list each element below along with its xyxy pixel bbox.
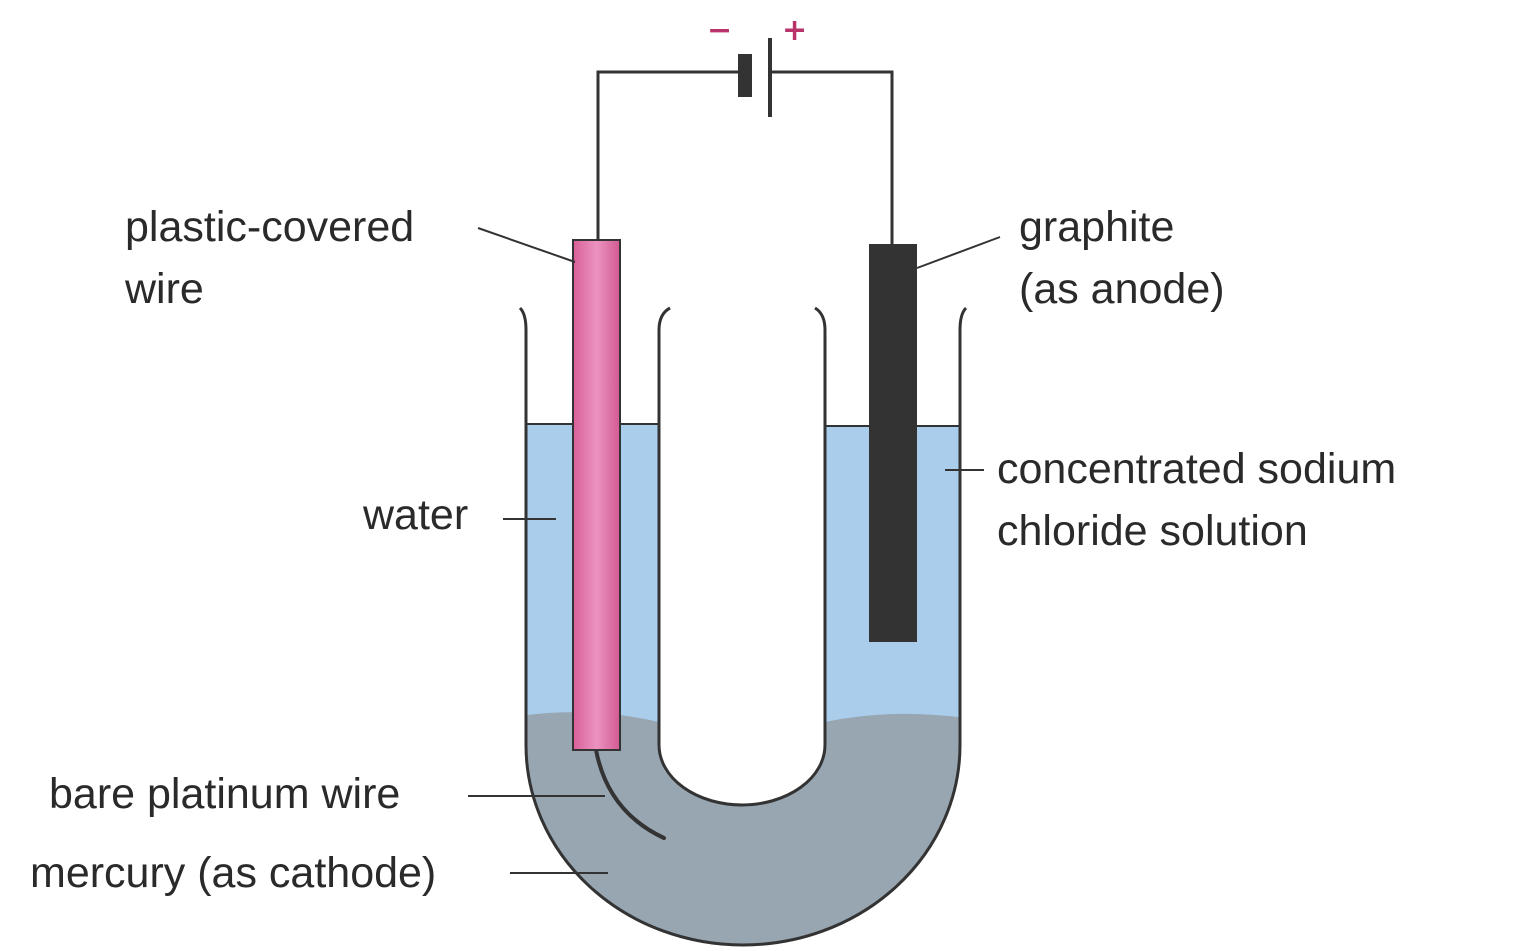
label-graphite-line1: graphite xyxy=(1019,203,1175,251)
leader-plastic-wire xyxy=(477,227,576,263)
graphite-anode xyxy=(869,244,917,642)
circuit-wire-right xyxy=(771,70,894,244)
label-graphite: graphite (as anode) xyxy=(1019,196,1225,320)
plastic-covered-wire xyxy=(572,239,621,751)
mercury-fill xyxy=(526,712,960,945)
u-tube-inner xyxy=(657,306,827,807)
label-mercury: mercury (as cathode) xyxy=(30,849,437,897)
bare-platinum-wire xyxy=(594,748,666,840)
circuit-wire-left xyxy=(596,70,738,240)
label-sodium-chloride-line2: chloride solution xyxy=(997,507,1308,555)
label-graphite-line2: (as anode) xyxy=(1019,265,1225,313)
battery-positive-sign: + xyxy=(782,13,808,48)
label-bare-platinum-wire: bare platinum wire xyxy=(49,770,401,818)
label-plastic-covered-wire-line2: wire xyxy=(125,265,204,313)
label-plastic-covered-wire: plastic-covered wire xyxy=(125,196,414,320)
battery-negative-sign: − xyxy=(707,13,733,48)
label-sodium-chloride-line1: concentrated sodium xyxy=(997,445,1397,493)
label-plastic-covered-wire-line1: plastic-covered xyxy=(125,203,415,251)
u-tube xyxy=(518,306,968,947)
label-sodium-chloride-solution: concentrated sodium chloride solution xyxy=(997,438,1396,562)
battery-negative-plate xyxy=(738,54,752,97)
label-water: water xyxy=(363,491,469,539)
leader-graphite xyxy=(916,236,1001,269)
